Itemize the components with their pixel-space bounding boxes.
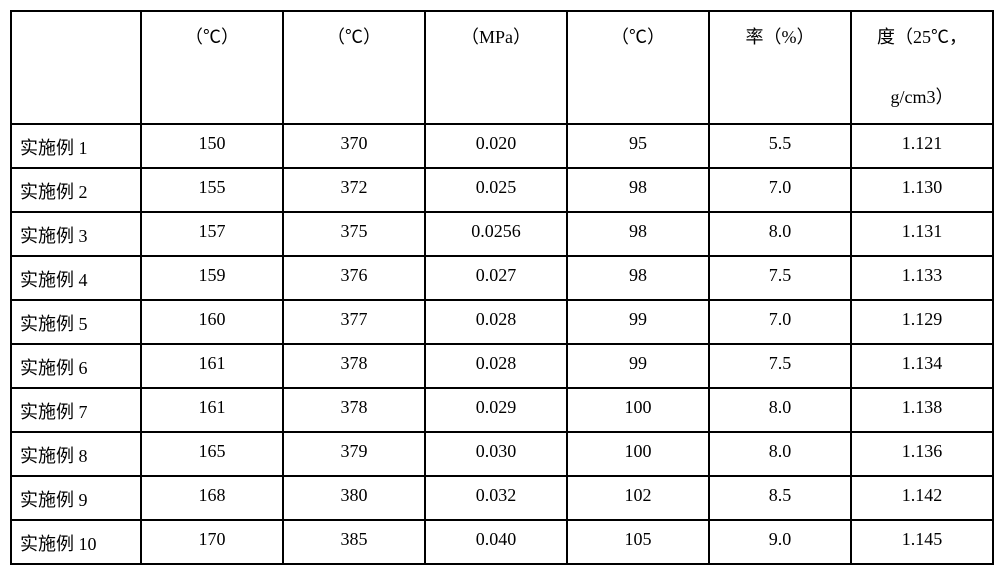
cell-c6: 1.136	[851, 432, 993, 476]
col-header-4-line1: （℃）	[576, 18, 700, 58]
cell-c2: 380	[283, 476, 425, 520]
col-header-1-line1: （℃）	[150, 18, 274, 58]
col-header-6: 度（25℃， g/cm3）	[851, 11, 993, 124]
cell-c6: 1.131	[851, 212, 993, 256]
table-row: 实施例 10 170 385 0.040 105 9.0 1.145	[11, 520, 993, 564]
cell-c5: 8.0	[709, 212, 851, 256]
row-label: 实施例 7	[11, 388, 141, 432]
table-row: 实施例 9 168 380 0.032 102 8.5 1.142	[11, 476, 993, 520]
table-row: 实施例 7 161 378 0.029 100 8.0 1.138	[11, 388, 993, 432]
cell-c2: 385	[283, 520, 425, 564]
cell-c6: 1.121	[851, 124, 993, 168]
table-header-row: （℃） （℃） （MPa） （℃） 率（%） 度（25℃， g/cm3）	[11, 11, 993, 124]
cell-c5: 9.0	[709, 520, 851, 564]
cell-c1: 157	[141, 212, 283, 256]
cell-c4: 100	[567, 388, 709, 432]
col-header-4: （℃）	[567, 11, 709, 124]
cell-c4: 98	[567, 256, 709, 300]
cell-c2: 379	[283, 432, 425, 476]
cell-c5: 8.0	[709, 388, 851, 432]
cell-c2: 376	[283, 256, 425, 300]
row-label: 实施例 6	[11, 344, 141, 388]
cell-c1: 165	[141, 432, 283, 476]
col-header-2: （℃）	[283, 11, 425, 124]
cell-c5: 7.0	[709, 168, 851, 212]
row-label: 实施例 3	[11, 212, 141, 256]
cell-c4: 102	[567, 476, 709, 520]
cell-c4: 98	[567, 168, 709, 212]
table-row: 实施例 8 165 379 0.030 100 8.0 1.136	[11, 432, 993, 476]
cell-c2: 378	[283, 344, 425, 388]
cell-c6: 1.130	[851, 168, 993, 212]
row-label: 实施例 4	[11, 256, 141, 300]
cell-c5: 8.0	[709, 432, 851, 476]
col-header-5-line1: 率（%）	[718, 18, 842, 58]
col-header-6-line1: 度（25℃，	[860, 18, 984, 58]
cell-c1: 161	[141, 388, 283, 432]
cell-c6: 1.138	[851, 388, 993, 432]
table-row: 实施例 4 159 376 0.027 98 7.5 1.133	[11, 256, 993, 300]
cell-c5: 7.5	[709, 256, 851, 300]
col-header-1: （℃）	[141, 11, 283, 124]
col-header-2-line1: （℃）	[292, 18, 416, 58]
cell-c6: 1.133	[851, 256, 993, 300]
cell-c6: 1.145	[851, 520, 993, 564]
table-row: 实施例 2 155 372 0.025 98 7.0 1.130	[11, 168, 993, 212]
row-label: 实施例 8	[11, 432, 141, 476]
cell-c4: 98	[567, 212, 709, 256]
cell-c6: 1.134	[851, 344, 993, 388]
cell-c3: 0.029	[425, 388, 567, 432]
cell-c2: 378	[283, 388, 425, 432]
cell-c1: 168	[141, 476, 283, 520]
cell-c5: 5.5	[709, 124, 851, 168]
cell-c3: 0.030	[425, 432, 567, 476]
cell-c1: 160	[141, 300, 283, 344]
cell-c4: 99	[567, 300, 709, 344]
cell-c1: 170	[141, 520, 283, 564]
cell-c4: 100	[567, 432, 709, 476]
cell-c2: 370	[283, 124, 425, 168]
cell-c2: 375	[283, 212, 425, 256]
cell-c3: 0.025	[425, 168, 567, 212]
cell-c5: 8.5	[709, 476, 851, 520]
cell-c3: 0.020	[425, 124, 567, 168]
cell-c2: 377	[283, 300, 425, 344]
col-header-3-line1: （MPa）	[434, 18, 558, 58]
table-row: 实施例 1 150 370 0.020 95 5.5 1.121	[11, 124, 993, 168]
cell-c5: 7.0	[709, 300, 851, 344]
col-header-0	[11, 11, 141, 124]
cell-c3: 0.027	[425, 256, 567, 300]
cell-c4: 105	[567, 520, 709, 564]
cell-c1: 155	[141, 168, 283, 212]
col-header-3: （MPa）	[425, 11, 567, 124]
cell-c2: 372	[283, 168, 425, 212]
table-row: 实施例 3 157 375 0.0256 98 8.0 1.131	[11, 212, 993, 256]
col-header-5: 率（%）	[709, 11, 851, 124]
cell-c3: 0.040	[425, 520, 567, 564]
row-label: 实施例 9	[11, 476, 141, 520]
cell-c4: 95	[567, 124, 709, 168]
cell-c3: 0.032	[425, 476, 567, 520]
data-table: （℃） （℃） （MPa） （℃） 率（%） 度（25℃， g/cm3） 实施例…	[10, 10, 994, 565]
cell-c3: 0.028	[425, 344, 567, 388]
cell-c6: 1.142	[851, 476, 993, 520]
cell-c6: 1.129	[851, 300, 993, 344]
table-row: 实施例 5 160 377 0.028 99 7.0 1.129	[11, 300, 993, 344]
cell-c1: 159	[141, 256, 283, 300]
row-label: 实施例 5	[11, 300, 141, 344]
table-body: 实施例 1 150 370 0.020 95 5.5 1.121 实施例 2 1…	[11, 124, 993, 564]
table-row: 实施例 6 161 378 0.028 99 7.5 1.134	[11, 344, 993, 388]
row-label: 实施例 2	[11, 168, 141, 212]
cell-c1: 161	[141, 344, 283, 388]
row-label: 实施例 1	[11, 124, 141, 168]
cell-c1: 150	[141, 124, 283, 168]
cell-c3: 0.028	[425, 300, 567, 344]
row-label: 实施例 10	[11, 520, 141, 564]
cell-c3: 0.0256	[425, 212, 567, 256]
cell-c4: 99	[567, 344, 709, 388]
cell-c5: 7.5	[709, 344, 851, 388]
col-header-6-line2: g/cm3）	[860, 78, 984, 118]
